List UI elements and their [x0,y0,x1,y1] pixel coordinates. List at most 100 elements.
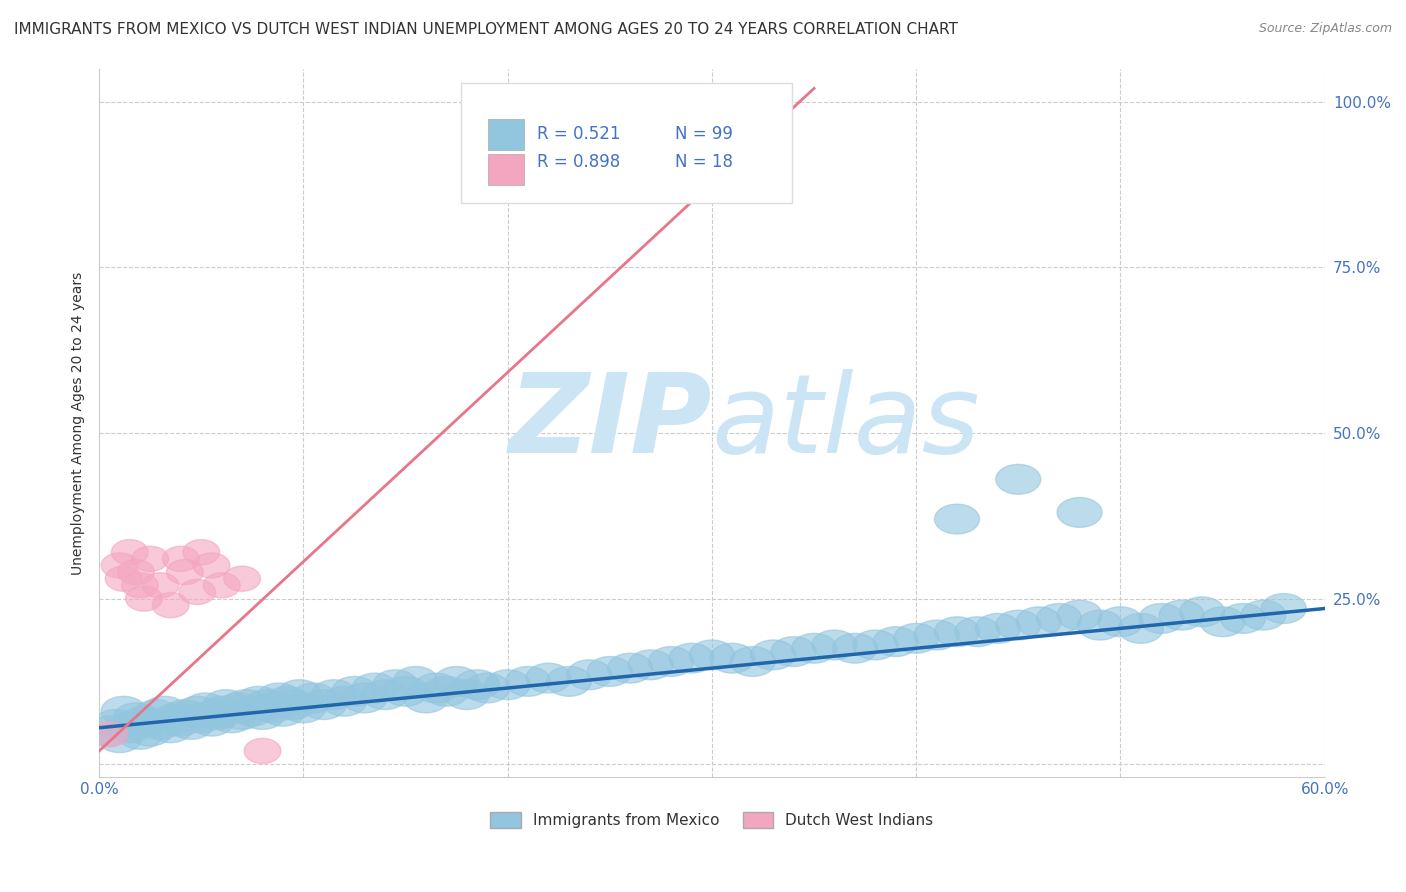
Ellipse shape [567,660,612,690]
Ellipse shape [118,720,163,749]
Ellipse shape [179,579,215,605]
Ellipse shape [689,640,734,670]
Text: R = 0.521: R = 0.521 [537,125,620,143]
Ellipse shape [219,699,264,730]
Ellipse shape [236,686,281,716]
Text: atlas: atlas [711,369,980,476]
Ellipse shape [142,573,179,598]
Ellipse shape [179,703,224,732]
Ellipse shape [1201,607,1244,637]
Y-axis label: Unemployment Among Ages 20 to 24 years: Unemployment Among Ages 20 to 24 years [72,271,86,574]
FancyBboxPatch shape [461,83,792,203]
Ellipse shape [730,647,775,676]
Ellipse shape [97,723,142,753]
Ellipse shape [813,630,856,660]
Ellipse shape [260,697,305,726]
Ellipse shape [245,690,290,720]
Ellipse shape [976,614,1021,643]
FancyBboxPatch shape [488,154,524,186]
Ellipse shape [1241,600,1286,630]
Text: IMMIGRANTS FROM MEXICO VS DUTCH WEST INDIAN UNEMPLOYMENT AMONG AGES 20 TO 24 YEA: IMMIGRANTS FROM MEXICO VS DUTCH WEST IND… [14,22,957,37]
Ellipse shape [751,640,796,670]
Ellipse shape [363,680,408,709]
Ellipse shape [114,703,159,732]
Ellipse shape [935,616,980,647]
Ellipse shape [155,703,200,732]
Ellipse shape [1057,600,1102,630]
Ellipse shape [995,465,1040,494]
Ellipse shape [169,709,214,739]
Ellipse shape [894,624,939,653]
Ellipse shape [444,680,489,709]
Ellipse shape [465,673,510,703]
Ellipse shape [669,643,714,673]
Ellipse shape [125,586,163,611]
Ellipse shape [1180,597,1225,627]
Ellipse shape [710,643,755,673]
Ellipse shape [454,670,499,699]
Text: N = 18: N = 18 [675,153,733,171]
Ellipse shape [111,540,148,565]
Ellipse shape [121,573,159,598]
Ellipse shape [353,673,398,703]
Ellipse shape [224,566,260,591]
Ellipse shape [770,637,815,666]
Ellipse shape [312,680,357,709]
Ellipse shape [183,693,228,723]
Ellipse shape [914,620,959,650]
Ellipse shape [1017,607,1062,637]
Ellipse shape [215,693,260,723]
Ellipse shape [955,616,1000,647]
Ellipse shape [935,504,980,534]
Ellipse shape [1261,593,1306,624]
Ellipse shape [121,706,166,736]
Ellipse shape [250,693,295,723]
Ellipse shape [166,559,204,584]
Ellipse shape [404,683,449,713]
Ellipse shape [1220,604,1265,633]
Ellipse shape [188,706,233,736]
Ellipse shape [1077,610,1122,640]
Ellipse shape [1159,600,1204,630]
Ellipse shape [413,673,458,703]
Ellipse shape [607,653,652,683]
Ellipse shape [132,546,169,572]
Ellipse shape [204,573,240,598]
Ellipse shape [105,566,142,591]
Ellipse shape [1139,604,1184,633]
Ellipse shape [1057,498,1102,527]
Ellipse shape [134,699,179,730]
Ellipse shape [107,713,152,743]
Ellipse shape [526,663,571,693]
Ellipse shape [485,670,530,699]
FancyBboxPatch shape [488,119,524,150]
Ellipse shape [148,713,193,743]
Ellipse shape [224,690,269,720]
Ellipse shape [183,540,219,565]
Legend: Immigrants from Mexico, Dutch West Indians: Immigrants from Mexico, Dutch West India… [484,806,939,834]
Ellipse shape [322,686,367,716]
Ellipse shape [209,703,254,732]
Text: ZIP: ZIP [509,369,711,476]
Ellipse shape [382,676,427,706]
Ellipse shape [648,647,693,676]
Ellipse shape [506,666,551,697]
Ellipse shape [138,709,183,739]
Ellipse shape [195,699,240,730]
Ellipse shape [256,683,301,713]
Ellipse shape [128,716,173,746]
Ellipse shape [264,686,309,716]
Ellipse shape [271,690,315,720]
Ellipse shape [1098,607,1143,637]
Ellipse shape [281,693,326,723]
Ellipse shape [229,697,274,726]
Ellipse shape [792,633,837,663]
Ellipse shape [873,627,918,657]
Ellipse shape [547,666,592,697]
Ellipse shape [93,709,138,739]
Text: R = 0.898: R = 0.898 [537,153,620,171]
Ellipse shape [423,676,468,706]
Ellipse shape [240,699,285,730]
Ellipse shape [1118,614,1163,643]
Ellipse shape [118,559,155,584]
